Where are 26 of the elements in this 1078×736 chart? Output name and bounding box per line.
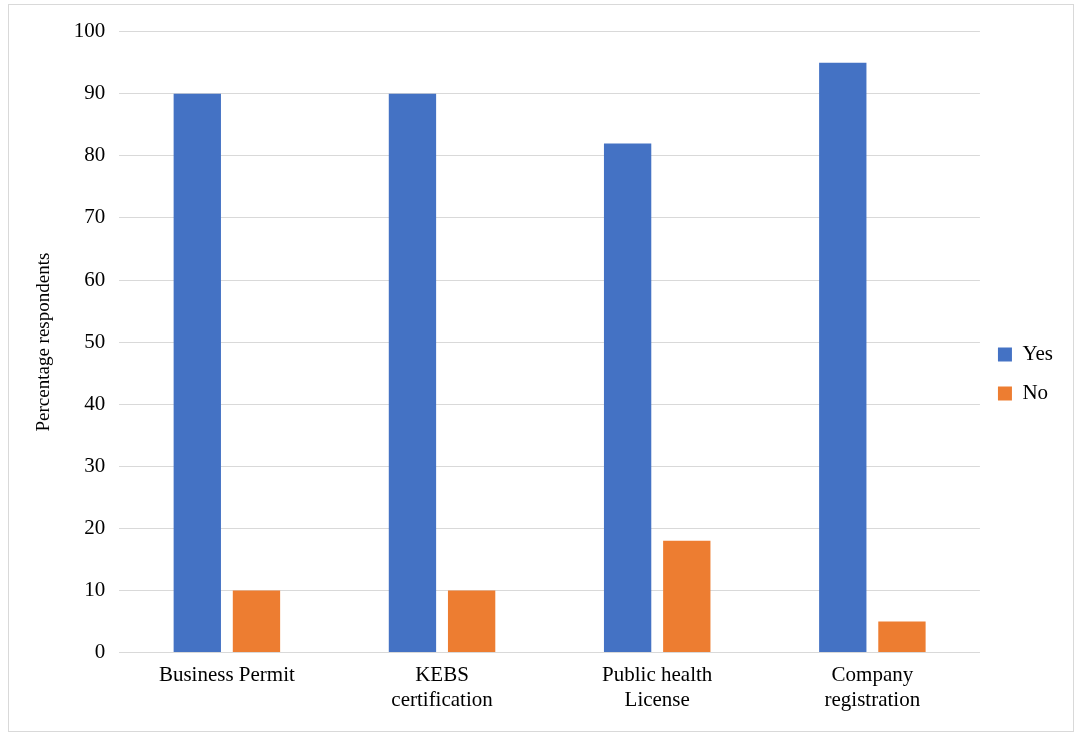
- y-tick-label: 100: [73, 18, 106, 43]
- x-tick-label: KEBS certification: [391, 661, 494, 711]
- bar: [447, 590, 496, 653]
- bar: [232, 590, 281, 653]
- x-tick-label: Public health License: [602, 661, 713, 711]
- legend-label: No: [1022, 380, 1049, 405]
- x-tick-label: Company registration: [824, 661, 921, 711]
- legend-label: Yes: [1022, 341, 1054, 366]
- y-tick-label: 20: [84, 514, 106, 539]
- bar: [603, 143, 652, 653]
- bar: [878, 621, 926, 653]
- y-axis-title: Percentage respondents: [32, 252, 54, 432]
- x-tick-label: Business Permit: [158, 661, 295, 686]
- bar: [819, 62, 867, 653]
- y-tick-label: 40: [84, 390, 106, 415]
- y-tick-label: 60: [84, 266, 106, 291]
- y-tick-label: 70: [84, 204, 106, 229]
- y-tick-label: 50: [84, 328, 106, 353]
- y-tick-label: 10: [84, 577, 106, 602]
- bar: [388, 93, 437, 653]
- bar: [663, 540, 711, 653]
- y-tick-label: 30: [84, 452, 106, 477]
- y-tick-label: 0: [94, 639, 106, 664]
- bar: [173, 93, 221, 653]
- y-tick-label: 80: [84, 142, 106, 167]
- y-tick-label: 90: [84, 80, 106, 105]
